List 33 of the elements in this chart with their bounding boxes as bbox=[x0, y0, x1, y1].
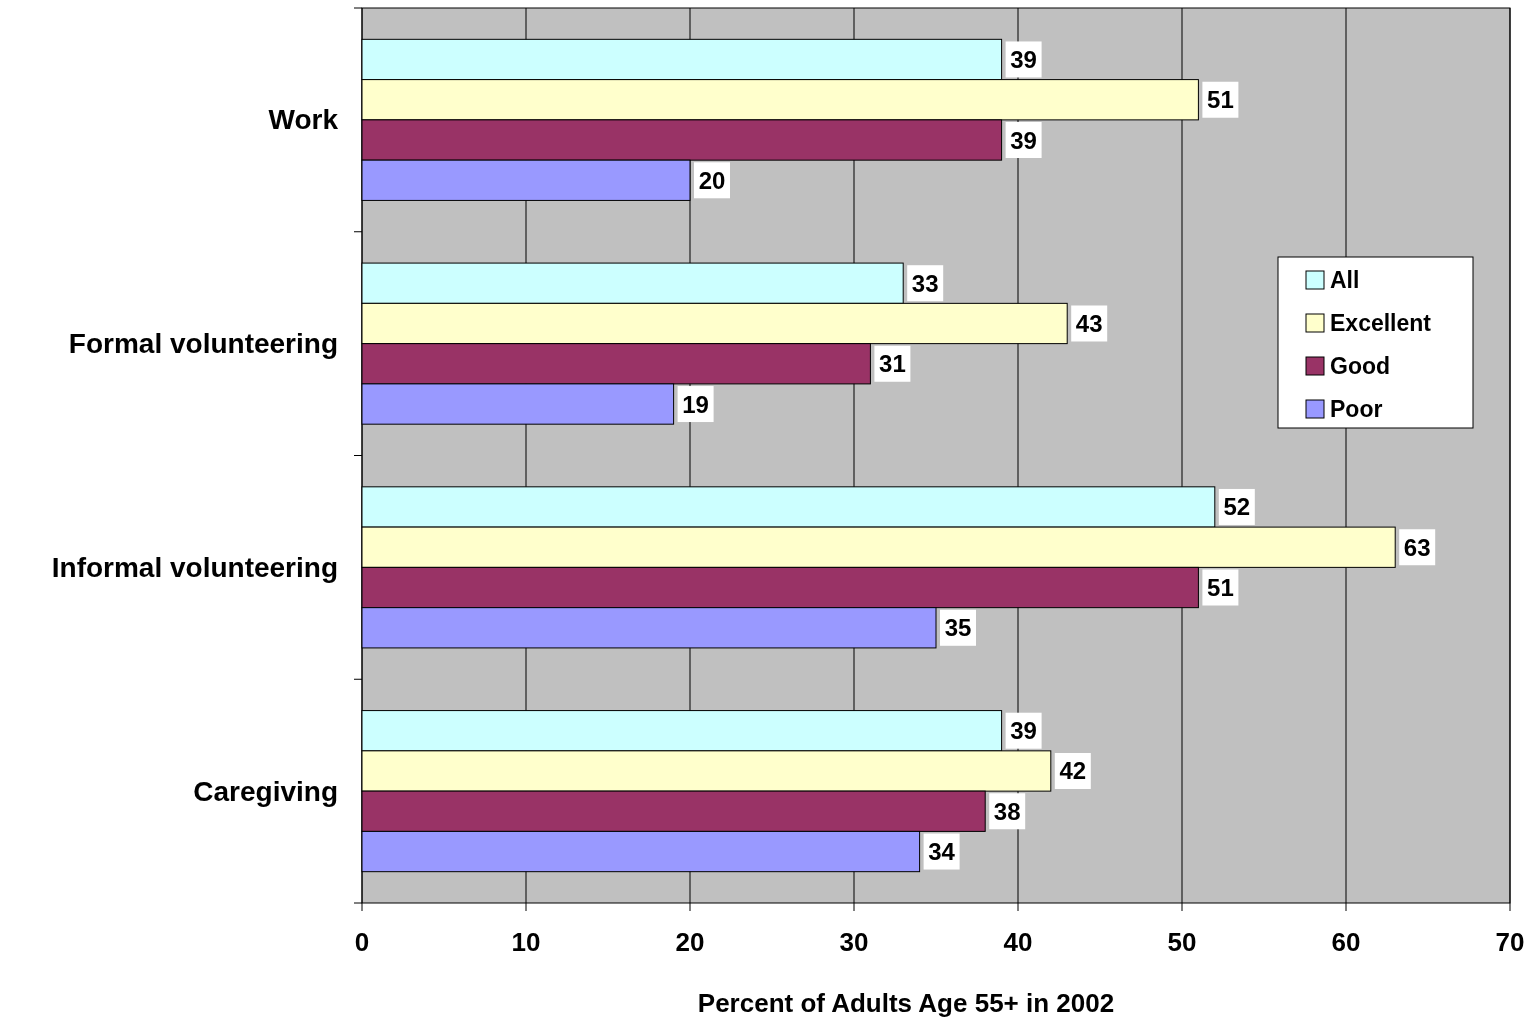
x-axis-title: Percent of Adults Age 55+ in 2002 bbox=[697, 988, 1115, 1018]
data-label: 31 bbox=[879, 350, 906, 378]
x-tick-label: 60 bbox=[1331, 927, 1361, 957]
legend-label: All bbox=[1330, 267, 1360, 293]
data-label: 34 bbox=[928, 838, 956, 866]
y-tick-label: Formal volunteering bbox=[68, 328, 338, 360]
x-tick-label: 0 bbox=[354, 927, 370, 957]
data-label: 51 bbox=[1207, 86, 1234, 114]
legend-label: Poor bbox=[1330, 396, 1383, 422]
x-tick-label: 30 bbox=[839, 927, 869, 957]
data-label: 52 bbox=[1223, 493, 1251, 521]
legend-label: Good bbox=[1330, 353, 1391, 379]
data-label: 39 bbox=[1010, 126, 1037, 154]
x-tick-label: 10 bbox=[511, 927, 541, 957]
data-label: 38 bbox=[993, 797, 1021, 825]
legend-label: Excellent bbox=[1330, 310, 1432, 336]
data-label: 43 bbox=[1075, 309, 1103, 337]
y-tick-label: Caregiving bbox=[193, 775, 338, 807]
x-tick-label: 70 bbox=[1495, 927, 1525, 957]
data-label: 35 bbox=[944, 614, 972, 642]
y-tick-label: Work bbox=[268, 104, 339, 136]
data-label: 42 bbox=[1059, 757, 1087, 785]
data-label: 39 bbox=[1010, 45, 1037, 73]
data-label: 63 bbox=[1403, 533, 1431, 561]
data-label: 39 bbox=[1010, 717, 1037, 745]
y-tick-label: Informal volunteering bbox=[51, 551, 338, 583]
x-tick-label: 20 bbox=[675, 927, 705, 957]
data-label: 19 bbox=[682, 390, 709, 418]
data-label: 33 bbox=[911, 269, 939, 297]
x-tick-label: 50 bbox=[1167, 927, 1197, 957]
data-label: 51 bbox=[1207, 574, 1234, 602]
data-label: 20 bbox=[698, 166, 726, 194]
x-tick-label: 40 bbox=[1003, 927, 1033, 957]
